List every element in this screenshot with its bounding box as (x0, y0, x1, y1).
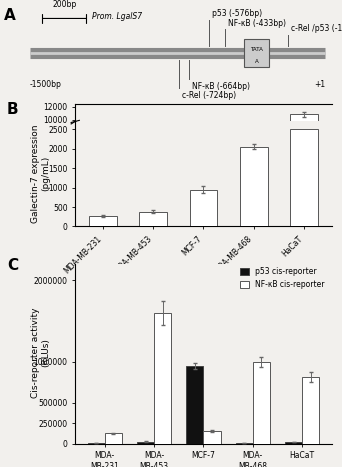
Bar (240, 147, 268, 226)
Bar (244, 39, 269, 67)
Bar (302, 376, 319, 444)
Bar (140, 212, 167, 226)
Text: NF-κB (-664bp): NF-κB (-664bp) (192, 82, 250, 91)
Bar (89, 216, 117, 226)
Bar (253, 362, 270, 444)
Text: Galectin-7 expression
(pg/mL): Galectin-7 expression (pg/mL) (31, 125, 51, 223)
Bar (290, 114, 318, 183)
Text: c-Rel /p53 (-147bp): c-Rel /p53 (-147bp) (291, 24, 342, 33)
Bar (236, 443, 253, 444)
Bar (137, 442, 154, 444)
Text: Prom. LgalS7: Prom. LgalS7 (92, 12, 142, 21)
Text: TATA: TATA (250, 47, 263, 52)
Bar (190, 190, 217, 226)
Bar (186, 366, 203, 444)
Text: A: A (254, 59, 258, 64)
Text: A: A (3, 7, 15, 22)
Text: p53 (-576bp): p53 (-576bp) (212, 9, 262, 18)
Text: Cis-reporter activity
(RLUs): Cis-reporter activity (RLUs) (31, 307, 51, 398)
Bar (290, 129, 318, 226)
Text: NF-κB (-433bp): NF-κB (-433bp) (228, 19, 287, 28)
Legend: p53 cis-reporter, NF-κB cis-reporter: p53 cis-reporter, NF-κB cis-reporter (237, 264, 328, 292)
Text: 200bp: 200bp (52, 0, 76, 9)
Bar (154, 313, 171, 444)
Text: +1: +1 (314, 80, 325, 89)
Text: C: C (7, 258, 18, 273)
Text: -1500bp: -1500bp (30, 80, 62, 89)
Bar (285, 442, 302, 444)
Text: c-Rel (-724bp): c-Rel (-724bp) (183, 91, 237, 100)
Bar (105, 433, 122, 444)
Bar (203, 431, 221, 444)
Text: B: B (7, 102, 18, 117)
